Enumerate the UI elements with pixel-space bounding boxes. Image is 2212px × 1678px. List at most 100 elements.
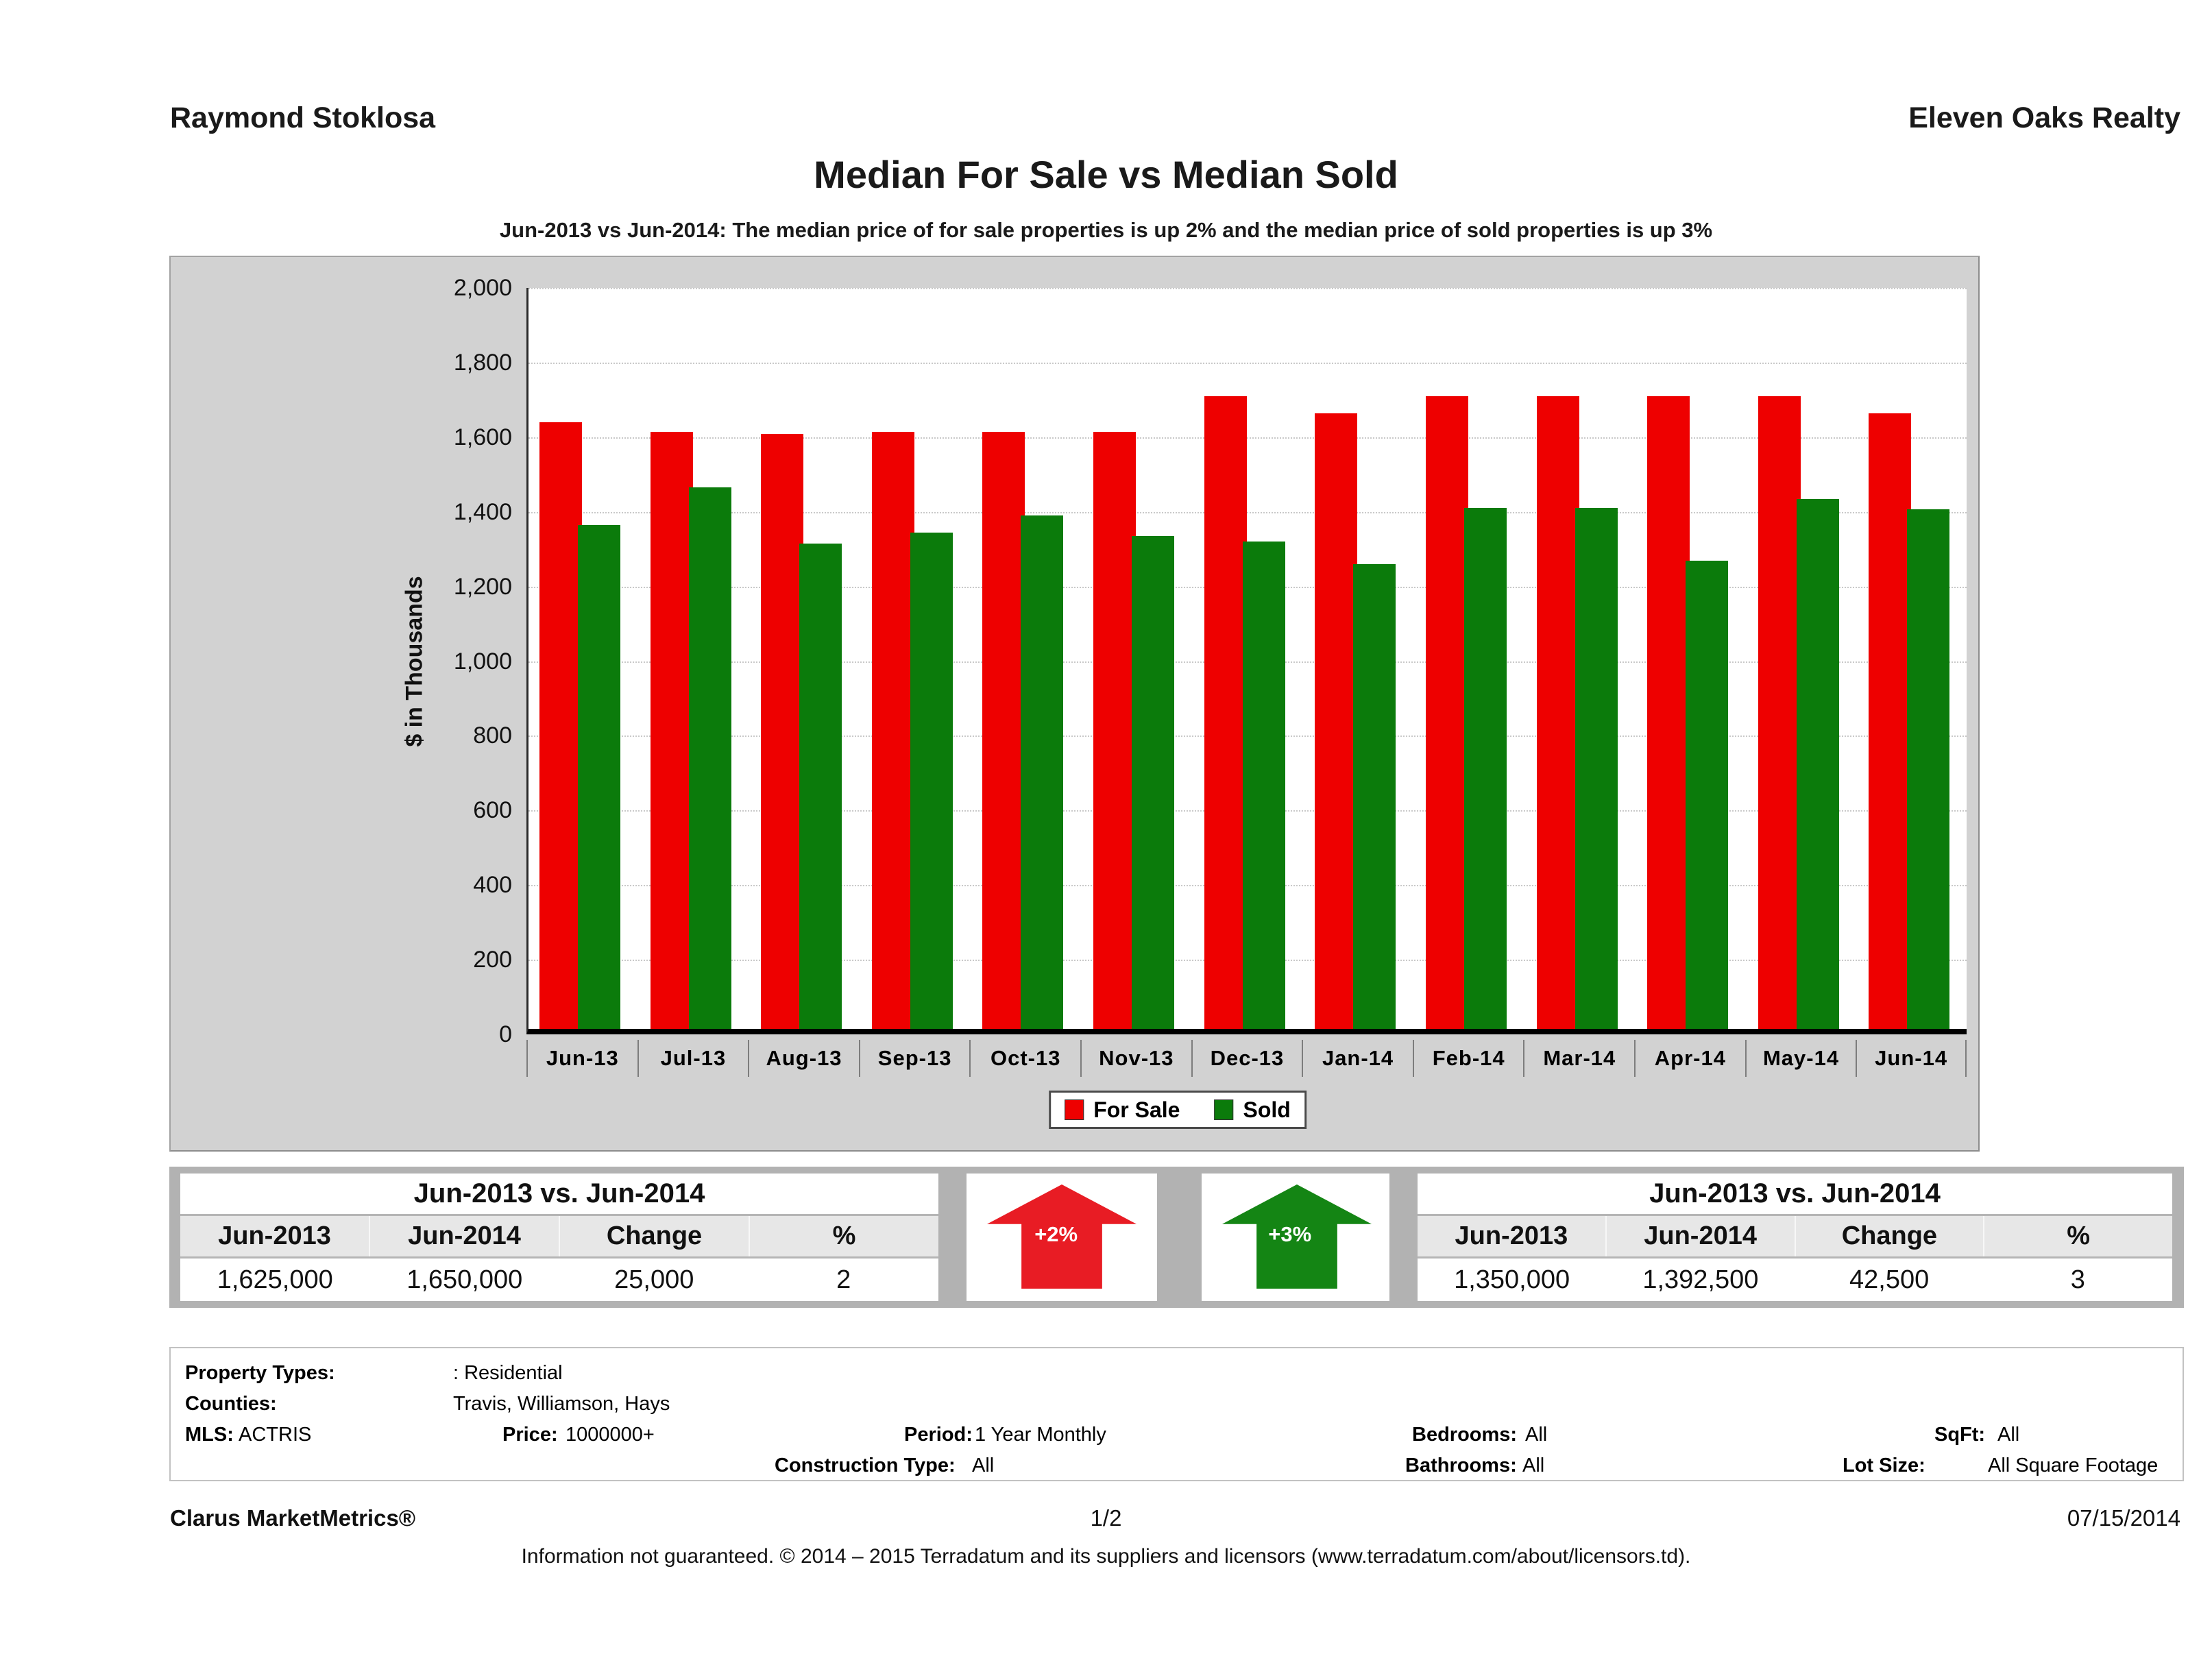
y-tick-label: 2,000 [453,275,512,301]
bar-for-sale-Jun-13 [539,422,582,1029]
x-axis-label: Oct-13 [969,1040,1080,1077]
report-subtitle: Jun-2013 vs Jun-2014: The median price o… [499,218,1713,242]
x-axis-label: Aug-13 [748,1040,859,1077]
chart-legend: For Sale Sold [1049,1091,1306,1129]
bathrooms-value: All [1522,1455,1545,1476]
sqft-value: All [1997,1424,2020,1446]
x-axis-label: May-14 [1745,1040,1856,1077]
bar-for-sale-Sep-13 [871,431,914,1029]
table-cell: 1,650,000 [406,1265,523,1294]
table-cell: 2 [836,1265,851,1294]
column-header: Jun-2014 [1605,1216,1795,1256]
y-tick-label: 1,000 [453,648,512,674]
x-axis-label: Dec-13 [1191,1040,1302,1077]
x-axis-label: Nov-13 [1080,1040,1191,1077]
summary-table-for-sale: Jun-2013 vs. Jun-2014 Jun-2013 Jun-2014 … [180,1174,938,1301]
bedrooms-value: All [1525,1424,1548,1446]
price-label: Price: [502,1424,558,1446]
for-sale-change-indicator: +2% [967,1174,1157,1301]
bar-sold-Nov-13 [1132,536,1175,1029]
sold-change-indicator: +3% [1202,1174,1389,1301]
summary-strip: Jun-2013 vs. Jun-2014 Jun-2013 Jun-2014 … [169,1167,2184,1308]
bar-sold-Mar-14 [1575,508,1618,1029]
bar-sold-Jun-13 [578,524,620,1029]
bar-sold-Jan-14 [1353,564,1396,1029]
legend-swatch-sold-icon [1214,1099,1234,1120]
report-title: Median For Sale vs Median Sold [814,153,1398,196]
search-criteria-box: Property Types: : Residential Counties: … [169,1347,2184,1481]
x-axis-label: Feb-14 [1412,1040,1524,1077]
y-tick-label: 400 [473,872,512,899]
period-label: Period: [904,1424,973,1446]
bar-sold-Oct-13 [1021,515,1064,1029]
bar-for-sale-Feb-14 [1425,396,1468,1029]
column-header: Jun-2014 [369,1216,559,1256]
x-axis-label: Jan-14 [1302,1040,1413,1077]
legend-swatch-for-sale-icon [1065,1099,1084,1120]
x-axis-label: Sep-13 [858,1040,970,1077]
gridline [528,511,1967,513]
summary-table-sold: Jun-2013 vs. Jun-2014 Jun-2013 Jun-2014 … [1418,1174,2172,1301]
bar-sold-Apr-14 [1686,560,1729,1029]
column-header: Change [559,1216,749,1256]
bar-for-sale-Nov-13 [1093,431,1137,1029]
bar-sold-Feb-14 [1463,508,1507,1029]
y-tick-label: 600 [473,797,512,824]
x-axis-label: Apr-14 [1634,1040,1745,1077]
y-tick-label: 0 [499,1021,512,1047]
property-types-label: Property Types: [185,1362,335,1384]
summary-table-value-row: 1,625,000 1,650,000 25,000 2 [180,1258,938,1301]
sqft-label: SqFt: [1934,1424,1986,1446]
sold-change-percent: +3% [1268,1222,1312,1247]
footer-page-number: 1/2 [1090,1505,1122,1531]
mls-label: MLS: [185,1424,234,1446]
y-tick-label: 800 [473,722,512,749]
legend-label-sold: Sold [1243,1097,1291,1122]
column-header: % [1983,1216,2172,1256]
chart-panel: $ in Thousands 0 200 400 600 800 1,000 1,200 1,… [169,256,1980,1152]
bar-sold-May-14 [1796,498,1839,1029]
counties-label: Counties: [185,1393,277,1415]
footer-date: 07/15/2014 [2067,1505,2180,1531]
table-cell: 42,500 [1849,1265,1930,1294]
mls-value: ACTRIS [239,1424,312,1446]
x-axis-labels: Jun-13 Jul-13 Aug-13 Sep-13 Oct-13 Nov-13 Dec-… [526,1040,1967,1077]
construction-type-label: Construction Type: [775,1455,956,1476]
bar-for-sale-Dec-13 [1204,396,1247,1029]
lot-size-label: Lot Size: [1843,1455,1925,1476]
gridline [528,437,1967,439]
for-sale-change-percent: +2% [1034,1222,1078,1247]
price-value: 1000000+ [566,1424,655,1446]
y-tick-label: 200 [473,947,512,973]
x-axis-label: Jun-14 [1856,1040,1967,1077]
summary-table-value-row: 1,350,000 1,392,500 42,500 3 [1418,1258,2172,1301]
summary-table-header-row: Jun-2013 Jun-2014 Change % [1418,1216,2172,1258]
x-axis-label: Mar-14 [1523,1040,1634,1077]
bar-for-sale-Apr-14 [1647,396,1690,1029]
bar-sold-Aug-13 [799,544,842,1029]
column-header: Jun-2013 [1455,1221,1568,1250]
bar-for-sale-May-14 [1758,396,1801,1029]
y-tick-label: 1,600 [453,424,512,450]
summary-table-header-row: Jun-2013 Jun-2014 Change % [180,1216,938,1258]
table-cell: 1,350,000 [1454,1265,1570,1294]
counties-value: Travis, Williamson, Hays [453,1393,670,1415]
agent-name: Raymond Stoklosa [170,101,436,134]
column-header: Change [1794,1216,1984,1256]
table-cell: 1,392,500 [1642,1265,1759,1294]
bedrooms-label: Bedrooms: [1412,1424,1518,1446]
bar-for-sale-Mar-14 [1536,396,1579,1029]
column-header: Jun-2013 [218,1221,331,1250]
bathrooms-label: Bathrooms: [1405,1455,1517,1476]
x-axis-label: Jun-13 [526,1040,637,1077]
table-cell: 3 [2070,1265,2085,1294]
bar-for-sale-Oct-13 [982,431,1025,1029]
bar-for-sale-Jul-13 [650,431,693,1029]
plot-area [526,288,1967,1034]
x-axis-label: Jul-13 [637,1040,749,1077]
gridline [528,288,1967,289]
bar-for-sale-Aug-13 [761,433,804,1029]
period-value: 1 Year Monthly [975,1424,1106,1446]
y-tick-label: 1,200 [453,573,512,600]
bar-sold-Dec-13 [1242,542,1285,1029]
